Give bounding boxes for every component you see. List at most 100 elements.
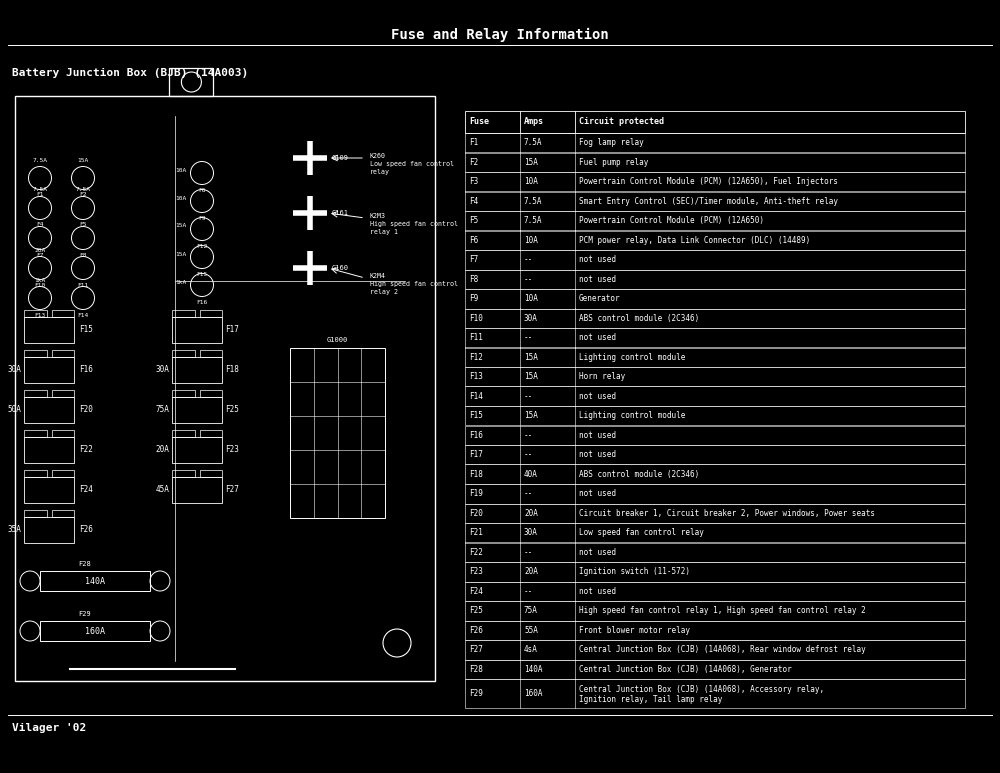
Bar	[465, 367, 965, 386]
Text: F14: F14	[77, 312, 89, 318]
Bar	[24, 397, 74, 423]
Bar	[169, 68, 213, 96]
Bar	[465, 250, 965, 270]
Text: 10A: 10A	[175, 168, 186, 172]
Text: F13: F13	[469, 373, 483, 381]
Bar	[465, 192, 965, 211]
Text: 20A: 20A	[34, 247, 46, 253]
Text: --: --	[524, 431, 533, 440]
Text: F22: F22	[79, 445, 93, 455]
Text: --: --	[524, 392, 533, 400]
Bar	[172, 350, 194, 357]
Text: F28: F28	[79, 561, 91, 567]
Text: F11: F11	[469, 333, 483, 342]
Bar	[465, 111, 965, 133]
Bar	[465, 406, 965, 425]
Text: 140A: 140A	[524, 665, 542, 674]
Text: F12: F12	[196, 243, 208, 248]
Bar	[24, 437, 74, 463]
Text: G160: G160	[332, 265, 349, 271]
Bar	[52, 510, 74, 517]
Bar	[24, 350, 46, 357]
Text: F5: F5	[469, 216, 478, 225]
Text: --: --	[524, 274, 533, 284]
Text: F6: F6	[198, 188, 206, 192]
Text: 30A: 30A	[7, 366, 21, 374]
Text: 160A: 160A	[85, 626, 105, 635]
Text: F18: F18	[469, 470, 483, 478]
Text: 50A: 50A	[7, 406, 21, 414]
Text: 45A: 45A	[155, 485, 169, 495]
Bar	[465, 465, 965, 484]
Bar	[465, 601, 965, 621]
Text: 75A: 75A	[155, 406, 169, 414]
Text: G161: G161	[332, 210, 349, 216]
Bar	[200, 310, 222, 317]
Text: 30A: 30A	[524, 528, 538, 537]
Bar	[52, 470, 74, 477]
Text: F20: F20	[469, 509, 483, 518]
Text: Vilager '02: Vilager '02	[12, 723, 86, 733]
Text: F26: F26	[469, 626, 483, 635]
Bar	[24, 470, 46, 477]
Text: Low speed fan control: Low speed fan control	[370, 161, 454, 167]
Bar	[172, 437, 222, 463]
Text: High speed fan control: High speed fan control	[370, 221, 458, 227]
Text: 7.5A: 7.5A	[524, 216, 542, 225]
Text: Fuse and Relay Information: Fuse and Relay Information	[391, 28, 609, 43]
Text: 4sA: 4sA	[524, 645, 538, 654]
Text: F4: F4	[36, 223, 44, 227]
Bar	[24, 510, 46, 517]
Text: not used: not used	[579, 431, 616, 440]
Text: F24: F24	[79, 485, 93, 495]
Text: 15A: 15A	[77, 158, 89, 162]
Text: 1kA: 1kA	[34, 278, 46, 282]
Text: 20A: 20A	[524, 509, 538, 518]
Text: --: --	[524, 587, 533, 596]
Bar	[465, 152, 965, 172]
Bar	[52, 350, 74, 357]
Text: F25: F25	[469, 606, 483, 615]
Bar	[465, 211, 965, 230]
Bar	[465, 308, 965, 328]
Text: not used: not used	[579, 548, 616, 557]
Bar	[52, 430, 74, 437]
Text: F14: F14	[469, 392, 483, 400]
Text: Lighting control module: Lighting control module	[579, 411, 685, 421]
Text: F5: F5	[79, 223, 87, 227]
Text: Circuit protected: Circuit protected	[579, 117, 664, 127]
Bar	[172, 430, 194, 437]
Text: 15A: 15A	[524, 411, 538, 421]
Text: Ignition relay, Tail lamp relay: Ignition relay, Tail lamp relay	[579, 695, 722, 704]
Bar	[40, 571, 150, 591]
Text: 40A: 40A	[524, 470, 538, 478]
Text: Low speed fan control relay: Low speed fan control relay	[579, 528, 704, 537]
Text: 75A: 75A	[524, 606, 538, 615]
Text: not used: not used	[579, 392, 616, 400]
Text: F16: F16	[79, 366, 93, 374]
Text: F20: F20	[79, 406, 93, 414]
Text: F13: F13	[34, 312, 46, 318]
Text: High speed fan control relay 1, High speed fan control relay 2: High speed fan control relay 1, High spe…	[579, 606, 866, 615]
Text: Fog lamp relay: Fog lamp relay	[579, 138, 644, 147]
Bar	[15, 96, 435, 681]
Bar	[465, 621, 965, 640]
Bar	[24, 357, 74, 383]
Text: F27: F27	[469, 645, 483, 654]
Bar	[465, 562, 965, 581]
Text: Lighting control module: Lighting control module	[579, 352, 685, 362]
Text: 20A: 20A	[155, 445, 169, 455]
Text: Central Junction Box (CJB) (14A068), Generator: Central Junction Box (CJB) (14A068), Gen…	[579, 665, 792, 674]
Text: Fuel pump relay: Fuel pump relay	[579, 158, 648, 167]
Bar	[24, 390, 46, 397]
Text: not used: not used	[579, 587, 616, 596]
Bar	[200, 430, 222, 437]
Text: 7.5A: 7.5A	[524, 138, 542, 147]
Text: Central Junction Box (CJB) (14A068), Rear window defrost relay: Central Junction Box (CJB) (14A068), Rea…	[579, 645, 866, 654]
Text: ABS control module (2C346): ABS control module (2C346)	[579, 314, 699, 323]
Bar	[465, 581, 965, 601]
Text: G1000: G1000	[327, 337, 348, 343]
Text: 55A: 55A	[524, 626, 538, 635]
Bar	[24, 477, 74, 503]
Bar	[172, 357, 222, 383]
